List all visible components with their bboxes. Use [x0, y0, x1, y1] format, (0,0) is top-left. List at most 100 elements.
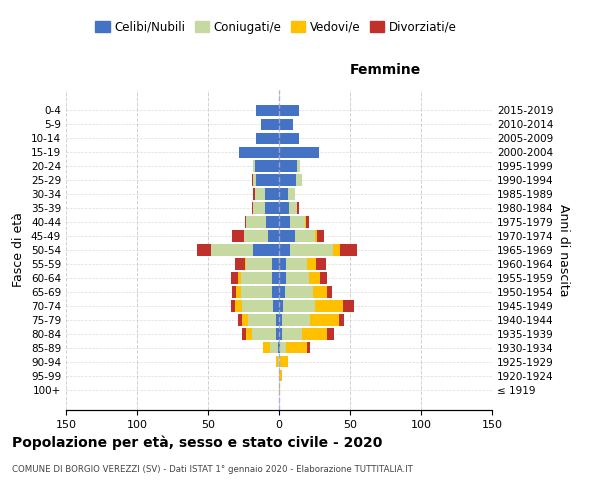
Bar — [236, 286, 241, 298]
Bar — [232, 230, 244, 241]
Bar — [276, 356, 278, 368]
Bar — [253, 174, 256, 186]
Bar — [276, 314, 279, 326]
Bar — [282, 314, 310, 326]
Bar — [276, 328, 279, 340]
Bar — [253, 202, 265, 213]
Bar — [265, 202, 279, 213]
Bar — [279, 300, 283, 312]
Bar — [313, 286, 327, 298]
Bar — [279, 328, 282, 340]
Bar — [242, 300, 274, 312]
Text: Femmine: Femmine — [350, 63, 421, 77]
Bar — [279, 104, 299, 116]
Bar — [278, 342, 279, 353]
Bar — [274, 300, 279, 312]
Bar — [232, 286, 236, 298]
Bar — [286, 258, 307, 270]
Bar — [343, 300, 354, 312]
Bar — [279, 356, 280, 368]
Bar — [327, 328, 334, 340]
Bar — [316, 258, 326, 270]
Bar — [289, 202, 298, 213]
Bar — [279, 146, 319, 158]
Text: Popolazione per età, sesso e stato civile - 2020: Popolazione per età, sesso e stato civil… — [12, 435, 382, 450]
Bar — [242, 328, 247, 340]
Bar — [241, 272, 272, 283]
Bar — [279, 244, 290, 256]
Bar — [279, 272, 286, 283]
Bar — [279, 230, 295, 241]
Bar — [290, 244, 333, 256]
Bar — [302, 328, 327, 340]
Y-axis label: Fasce di età: Fasce di età — [13, 212, 25, 288]
Bar — [256, 104, 279, 116]
Bar — [340, 244, 357, 256]
Text: COMUNE DI BORGIO VEREZZI (SV) - Dati ISTAT 1° gennaio 2020 - Elaborazione TUTTIT: COMUNE DI BORGIO VEREZZI (SV) - Dati IST… — [12, 465, 413, 474]
Bar — [272, 286, 279, 298]
Bar — [338, 314, 344, 326]
Bar — [280, 356, 287, 368]
Bar — [271, 342, 278, 353]
Bar — [306, 216, 309, 228]
Bar — [279, 286, 284, 298]
Bar — [296, 174, 302, 186]
Bar — [314, 230, 317, 241]
Bar — [295, 230, 314, 241]
Bar — [244, 230, 268, 241]
Bar — [238, 272, 241, 283]
Bar — [235, 300, 242, 312]
Bar — [307, 342, 310, 353]
Bar — [333, 244, 340, 256]
Bar — [238, 314, 242, 326]
Bar — [298, 160, 300, 172]
Bar — [255, 188, 265, 200]
Bar — [284, 286, 313, 298]
Bar — [256, 132, 279, 143]
Bar — [309, 272, 320, 283]
Bar — [307, 258, 316, 270]
Bar — [247, 216, 266, 228]
Bar — [252, 328, 276, 340]
Bar — [279, 216, 290, 228]
Bar — [279, 342, 280, 353]
Bar — [327, 286, 332, 298]
Bar — [263, 342, 271, 353]
Bar — [282, 328, 302, 340]
Bar — [231, 272, 238, 283]
Bar — [279, 132, 299, 143]
Bar — [290, 216, 305, 228]
Bar — [278, 356, 279, 368]
Bar — [253, 160, 255, 172]
Bar — [286, 342, 307, 353]
Bar — [245, 216, 247, 228]
Bar — [247, 328, 252, 340]
Bar — [255, 160, 279, 172]
Y-axis label: Anni di nascita: Anni di nascita — [557, 204, 570, 296]
Bar — [287, 188, 295, 200]
Bar — [253, 188, 255, 200]
Bar — [279, 188, 287, 200]
Bar — [252, 174, 253, 186]
Bar — [283, 300, 314, 312]
Bar — [279, 314, 282, 326]
Bar — [245, 258, 247, 270]
Bar — [241, 286, 272, 298]
Legend: Celibi/Nubili, Coniugati/e, Vedovi/e, Divorziati/e: Celibi/Nubili, Coniugati/e, Vedovi/e, Di… — [91, 16, 461, 38]
Bar — [248, 314, 276, 326]
Bar — [256, 174, 279, 186]
Bar — [305, 216, 306, 228]
Bar — [279, 118, 293, 130]
Bar — [272, 258, 279, 270]
Bar — [253, 244, 279, 256]
Bar — [279, 384, 280, 396]
Bar — [286, 272, 309, 283]
Bar — [242, 314, 248, 326]
Bar — [279, 160, 298, 172]
Bar — [279, 202, 289, 213]
Bar — [235, 258, 245, 270]
Bar — [320, 272, 327, 283]
Bar — [252, 202, 253, 213]
Bar — [247, 258, 272, 270]
Bar — [266, 216, 279, 228]
